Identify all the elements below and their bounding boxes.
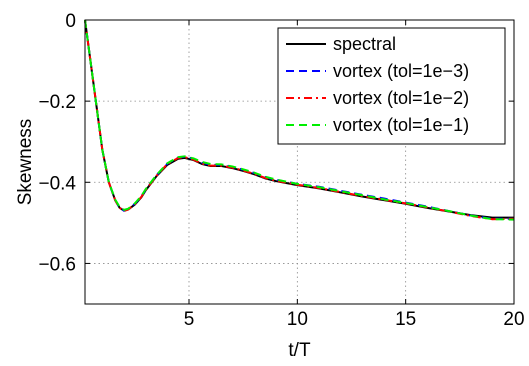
legend-entry-label: vortex (tol=1e−1) xyxy=(333,115,469,135)
series-lines xyxy=(84,19,515,221)
x-axis-label: t/T xyxy=(288,340,311,361)
y-tick-label: 0 xyxy=(65,11,76,32)
y-tick-label: −0.6 xyxy=(38,254,76,275)
axis-ticks: 5 10 15 20 0 −0.2 −0.4 −0.6 xyxy=(38,11,524,330)
series-line-3 xyxy=(84,19,515,221)
x-tick-label: 10 xyxy=(287,309,308,330)
legend-entry-label: vortex (tol=1e−3) xyxy=(333,61,469,81)
legend: spectral vortex (tol=1e−3) vortex (tol=1e−… xyxy=(277,27,506,145)
legend-entry-label: spectral xyxy=(333,34,396,54)
x-tick-label: 5 xyxy=(184,309,195,330)
legend-entry-label: vortex (tol=1e−2) xyxy=(333,88,469,108)
x-tick-label: 15 xyxy=(395,309,416,330)
y-axis-label: Skewness xyxy=(15,119,36,206)
y-tick-label: −0.2 xyxy=(38,92,76,113)
x-tick-label: 20 xyxy=(503,309,524,330)
plot-frame xyxy=(84,19,515,305)
y-tick-label: −0.4 xyxy=(38,173,76,194)
